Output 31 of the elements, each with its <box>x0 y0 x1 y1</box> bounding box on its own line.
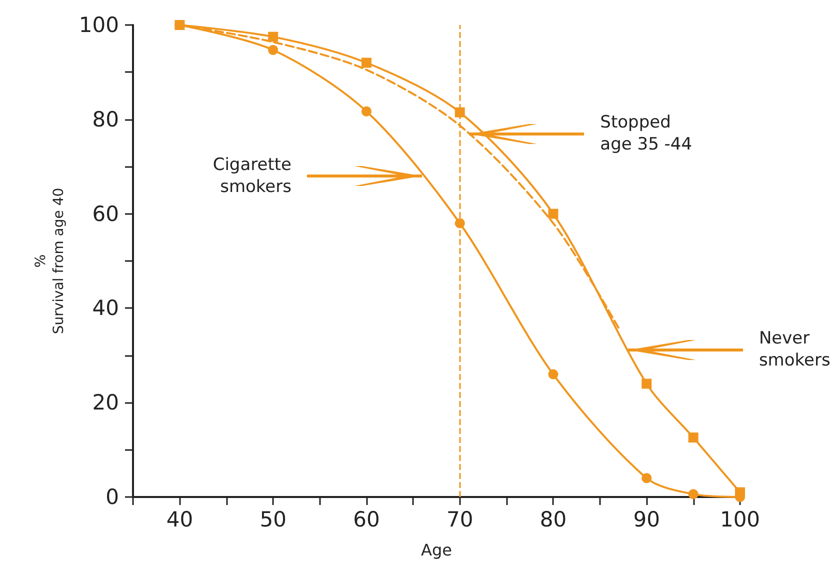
annotation: Cigarette smokers <box>212 155 292 198</box>
x-axis-title: Age <box>421 540 452 560</box>
point <box>361 58 372 68</box>
point <box>268 32 278 42</box>
y-tick-label: 0 <box>106 485 119 509</box>
y-tick-label: 20 <box>92 390 119 415</box>
annotation: Never smokers <box>758 328 830 371</box>
y-tick-label: 40 <box>92 296 119 320</box>
x-tick-label: 100 <box>720 508 760 532</box>
x-tick-label: 70 <box>446 508 474 532</box>
point <box>688 489 698 500</box>
y-tick-label: 80 <box>92 107 119 132</box>
x-tick-label: 80 <box>540 508 567 532</box>
y-axis-title: % Survival from age 40 <box>33 188 68 334</box>
y-tick-label: 100 <box>78 13 119 37</box>
y-tick-label: 60 <box>92 202 119 226</box>
x-tick-label: 40 <box>166 508 194 532</box>
point <box>642 378 652 389</box>
point <box>548 369 558 380</box>
point <box>174 20 185 30</box>
point <box>268 45 278 56</box>
point <box>735 487 745 498</box>
annotation: Stopped age 35 -44 <box>600 112 692 155</box>
point <box>361 106 372 116</box>
x-tick-label: 90 <box>633 508 660 532</box>
x-tick-label: 60 <box>353 508 380 532</box>
x-tick-label: 50 <box>260 508 286 532</box>
point <box>548 208 558 219</box>
point <box>454 107 465 118</box>
point <box>688 432 698 443</box>
point <box>642 473 652 484</box>
